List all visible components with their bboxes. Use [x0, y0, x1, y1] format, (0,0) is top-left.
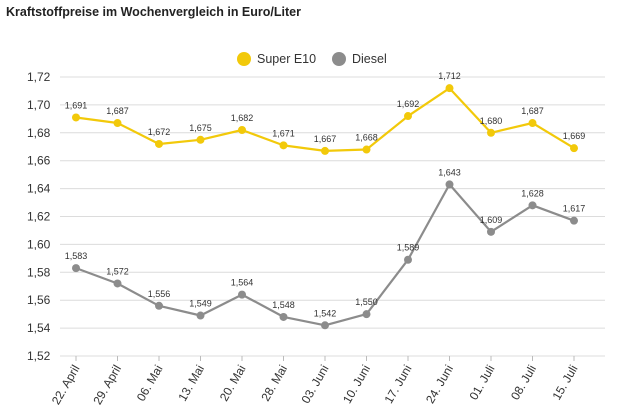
x-tick-label: 29. April — [90, 363, 124, 408]
x-axis: 22. April 29. April 06. Mai 13. Mai 20. Mai 2… — [49, 356, 581, 407]
y-tick-label: 1,56 — [27, 293, 51, 307]
series-line — [75, 183, 575, 327]
data-label: 1,672 — [148, 127, 171, 137]
x-tick-label: 01. Juli — [466, 363, 497, 403]
data-label: 1,692 — [397, 99, 420, 109]
data-point — [113, 119, 122, 128]
series-layer — [72, 84, 578, 330]
data-label: 1,671 — [272, 128, 295, 138]
y-tick-label: 1,52 — [27, 349, 51, 363]
grid — [60, 76, 605, 357]
data-point — [321, 321, 329, 330]
x-tick-label: 17. Juni — [381, 363, 414, 406]
data-point — [570, 216, 578, 225]
y-tick-label: 1,68 — [27, 126, 51, 140]
data-point — [72, 113, 80, 122]
data-label: 1,680 — [480, 116, 503, 126]
legend-marker — [237, 52, 251, 66]
data-label: 1,667 — [314, 134, 337, 144]
x-tick-label: 10. Juni — [340, 363, 373, 406]
data-label: 1,712 — [438, 71, 461, 81]
data-point — [362, 310, 371, 319]
legend-label: Super E10 — [257, 52, 316, 66]
data-point — [487, 227, 495, 236]
data-point — [279, 312, 288, 321]
data-point — [528, 119, 537, 128]
x-tick-label: 13. Mai — [175, 363, 207, 404]
data-point — [321, 146, 329, 155]
data-point — [404, 255, 412, 264]
legend-label: Diesel — [352, 52, 387, 66]
data-label: 1,556 — [148, 289, 171, 299]
data-label: 1,687 — [106, 106, 129, 116]
x-tick-label: 20. Mai — [217, 363, 249, 404]
data-label: 1,583 — [65, 251, 88, 261]
data-label: 1,643 — [438, 167, 461, 177]
data-point — [528, 201, 537, 210]
data-point — [279, 141, 288, 150]
data-point — [113, 279, 122, 288]
data-point — [238, 290, 246, 299]
data-label: 1,589 — [397, 243, 420, 253]
x-tick-label: 22. April — [49, 363, 83, 408]
data-point — [445, 84, 454, 93]
data-label: 1,668 — [355, 133, 378, 143]
chart-title: Kraftstoffpreise im Wochenvergleich in E… — [6, 5, 301, 19]
x-tick-label: 06. Mai — [134, 363, 166, 404]
x-tick-label: 08. Juli — [508, 363, 539, 403]
data-label: 1,549 — [189, 299, 212, 309]
x-tick-label: 15. Juli — [549, 363, 580, 403]
x-tick-label: 28. Mai — [258, 363, 290, 404]
data-point — [196, 311, 205, 320]
y-tick-label: 1,60 — [27, 237, 51, 251]
legend: Super E10 Diesel — [237, 52, 387, 66]
y-tick-label: 1,72 — [27, 70, 51, 84]
y-tick-label: 1,66 — [27, 154, 51, 168]
data-label: 1,669 — [563, 131, 586, 141]
data-label: 1,609 — [480, 215, 503, 225]
data-label: 1,617 — [563, 204, 586, 214]
y-tick-label: 1,58 — [27, 265, 51, 279]
data-label: 1,572 — [106, 266, 129, 276]
y-axis: 1,52 1,54 1,56 1,58 1,60 1,62 1,64 1,66 1,68 1,70… — [27, 70, 51, 363]
data-point — [570, 144, 578, 153]
data-point — [238, 126, 246, 135]
data-point — [155, 301, 163, 310]
y-tick-label: 1,64 — [27, 182, 51, 196]
data-label: 1,628 — [521, 188, 544, 198]
data-label: 1,550 — [355, 297, 378, 307]
data-label: 1,564 — [231, 278, 254, 288]
data-label: 1,548 — [272, 300, 295, 310]
data-point — [155, 139, 163, 148]
data-label: 1,682 — [231, 113, 254, 123]
data-point — [362, 145, 371, 154]
y-tick-label: 1,62 — [27, 210, 51, 224]
data-point — [445, 180, 454, 189]
x-tick-label: 03. Juni — [298, 363, 331, 406]
data-label: 1,675 — [189, 123, 212, 133]
data-point — [404, 112, 412, 121]
legend-marker — [332, 52, 346, 66]
data-point — [196, 135, 205, 144]
data-label: 1,542 — [314, 308, 337, 318]
x-tick-label: 24. Juni — [423, 363, 456, 406]
data-label: 1,687 — [521, 106, 544, 116]
data-label: 1,691 — [65, 100, 88, 110]
data-point — [487, 128, 495, 137]
data-labels: 1,691 1,687 1,672 1,675 1,682 1,671 1,667 1,668… — [65, 71, 586, 318]
y-tick-label: 1,70 — [27, 98, 51, 112]
y-tick-label: 1,54 — [27, 321, 51, 335]
data-point — [72, 264, 80, 273]
